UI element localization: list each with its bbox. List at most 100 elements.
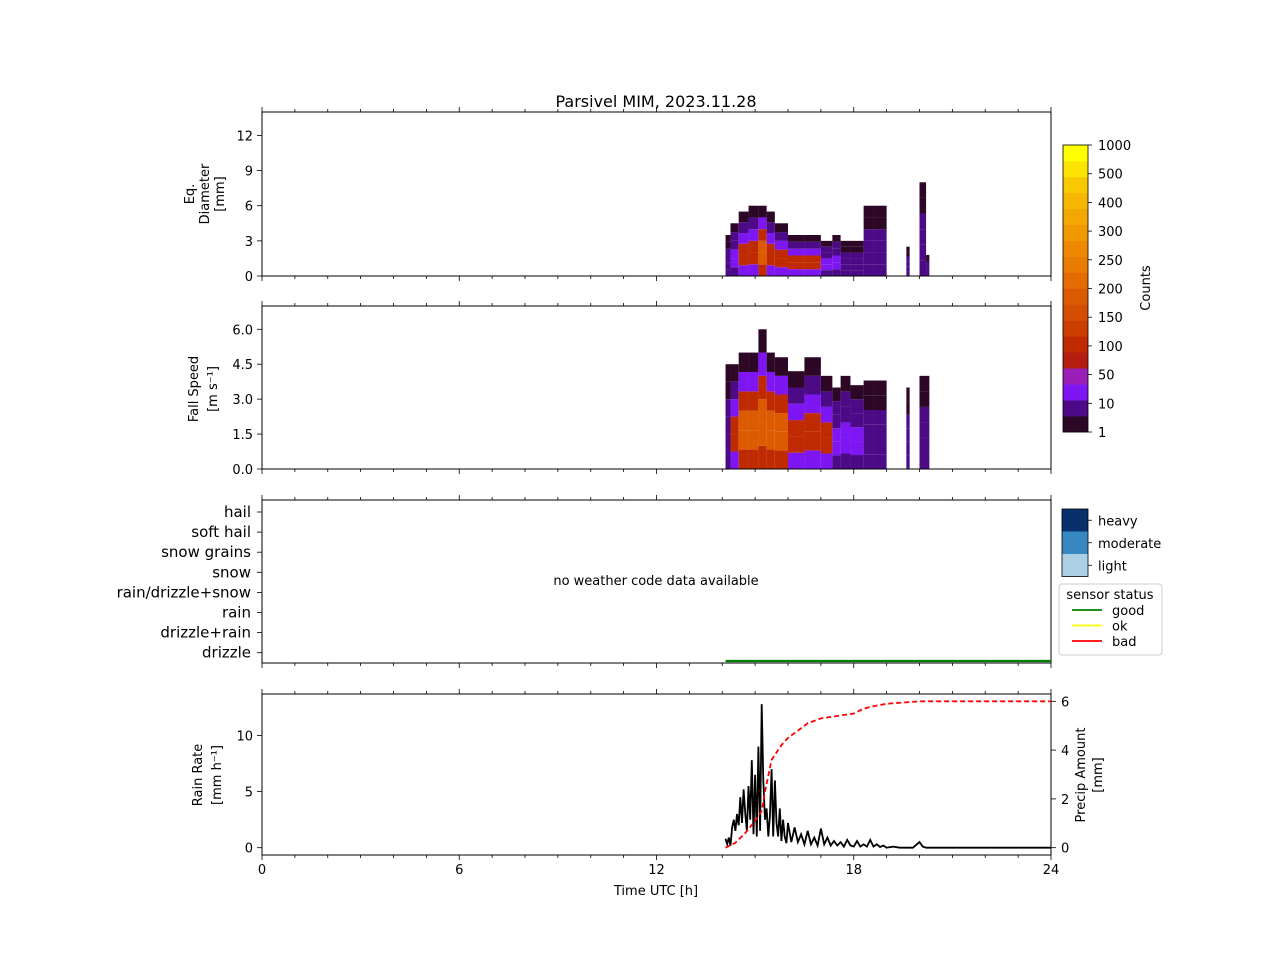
heatmap-cell <box>840 375 851 392</box>
heatmap-cell <box>919 244 927 261</box>
heatmap-cell <box>738 371 749 392</box>
heatmap-cell <box>840 270 851 276</box>
heatmap-cell <box>766 430 775 450</box>
heatmap-cell <box>788 452 805 469</box>
heatmap-cell <box>730 240 739 250</box>
heatmap-cell <box>873 205 887 218</box>
heatmap-cell <box>873 264 887 276</box>
heatmap-cell <box>774 223 788 233</box>
heatmap-cell <box>738 254 749 266</box>
heatmap-cell <box>919 391 930 407</box>
colorbar-segment <box>1063 272 1088 289</box>
heatmap-cell <box>906 256 910 262</box>
heatmap-cell <box>774 450 788 469</box>
heatmap-cell <box>832 455 841 469</box>
colorbar-tick-label: 150 <box>1098 311 1123 326</box>
colorbar-tick-label: 400 <box>1098 196 1123 211</box>
diameter-ylabel-line3: [mm] <box>213 176 228 211</box>
heatmap-cell <box>730 258 739 268</box>
heatmap-cell <box>766 410 775 431</box>
heatmap-cell <box>919 229 927 245</box>
heatmap-cell <box>919 375 930 392</box>
y-tick-label: 6.0 <box>232 323 253 338</box>
heatmap-cell <box>820 375 833 392</box>
heatmap-cell <box>730 267 739 276</box>
heatmap-cell <box>758 352 767 376</box>
colorbar-tick-label: 10 <box>1098 397 1115 412</box>
heatmap-cell <box>766 391 775 411</box>
heatmap-cell <box>840 453 851 469</box>
heatmap-cell <box>820 406 833 423</box>
colorbar-segment <box>1063 224 1088 241</box>
heatmap-cell <box>863 439 874 455</box>
heatmap-cell <box>774 431 788 451</box>
heatmap-cell <box>774 357 788 376</box>
heatmap-cell <box>820 252 833 259</box>
heatmap-cell <box>725 269 731 276</box>
heatmap-cell <box>804 394 821 414</box>
heatmap-cell <box>738 410 749 431</box>
heatmap-cell <box>906 261 910 267</box>
heatmap-cell <box>850 413 864 428</box>
heatmap-cell <box>758 205 767 218</box>
time-xlabel: Time UTC [h] <box>613 884 698 899</box>
heatmap-cell <box>748 217 759 230</box>
precip-tick-label: 4 <box>1061 744 1069 759</box>
colorbar-segment <box>1063 208 1088 226</box>
heatmap-cell <box>820 422 833 438</box>
y-tick-label: 3.0 <box>232 393 253 408</box>
heatmap-cell <box>804 235 821 242</box>
heatmap-cell <box>919 213 927 230</box>
status-label: bad <box>1112 635 1136 650</box>
heatmap-cell <box>919 422 930 438</box>
heatmap-cell <box>788 436 805 453</box>
heatmap-cell <box>804 241 821 249</box>
colorbar-label: Counts <box>1139 265 1154 311</box>
heatmap-cell <box>758 217 767 230</box>
fall-speed-axes: 0.0 1.5 3.0 4.5 6.0 <box>232 301 1052 478</box>
colorbar-segment <box>1063 145 1088 162</box>
heatmap-cell <box>926 261 930 266</box>
heatmap-cell <box>788 262 805 270</box>
colorbar-segment <box>1063 288 1088 305</box>
heatmap-cell <box>758 240 767 253</box>
heatmap-cell <box>748 391 759 411</box>
colorbar-segment <box>1063 320 1088 337</box>
colorbar-segment <box>1063 384 1088 401</box>
heatmap-cell <box>766 254 775 266</box>
heatmap-cell <box>766 243 775 255</box>
heatmap-cell <box>873 217 887 230</box>
heatmap-cell <box>863 395 874 411</box>
colorbar-segment <box>1063 416 1088 433</box>
diameter-ylabel-line1: Eq. <box>183 184 198 205</box>
heatmap-cell <box>766 449 775 469</box>
heatmap-cell <box>840 422 851 438</box>
figure-title: Parsivel MIM, 2023.11.28 <box>555 92 756 111</box>
colorbar-segment <box>1063 176 1088 194</box>
heatmap-cell <box>725 364 731 382</box>
weather-y-tick-label: snow <box>212 563 251 581</box>
heatmap-cell <box>730 451 739 469</box>
colorbar-tick-label: 50 <box>1098 369 1115 384</box>
weather-y-tick-label: hail <box>224 503 251 521</box>
heatmap-cell <box>766 265 775 276</box>
heatmap-cell <box>832 401 841 415</box>
heatmap-cell <box>804 248 821 256</box>
heatmap-cell <box>832 428 841 442</box>
heatmap-cell <box>774 240 788 250</box>
heatmap-cell <box>850 240 864 247</box>
heatmap-cell <box>758 445 767 469</box>
heatmap-cell <box>774 394 788 414</box>
colorbar-tick-label: 500 <box>1098 168 1123 183</box>
colorbar-segment <box>1063 368 1088 385</box>
heatmap-cell <box>725 255 731 263</box>
heatmap-cell <box>766 352 775 372</box>
y-tick-label: 9 <box>245 165 253 180</box>
heatmap-cell <box>748 430 759 450</box>
heatmap-cell <box>725 235 731 242</box>
x-tick-label: 12 <box>648 863 665 878</box>
sensor-status-legend-title: sensor status <box>1066 588 1153 603</box>
